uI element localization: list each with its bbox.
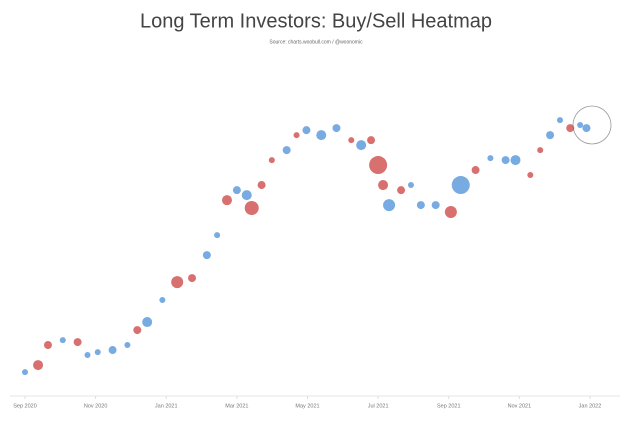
x-tick-label: Sep 2021 <box>437 403 461 409</box>
x-tick-label: Mar 2021 <box>225 403 248 409</box>
bubble <box>302 126 311 135</box>
bubble <box>214 232 221 239</box>
bubble <box>369 156 388 175</box>
x-tick-label: Jul 2021 <box>368 403 389 409</box>
bubble <box>33 360 44 371</box>
bubble <box>268 157 275 164</box>
bubble <box>133 326 142 335</box>
bubble <box>221 195 232 206</box>
bubble <box>356 140 367 151</box>
bubble <box>566 124 575 133</box>
bubble <box>59 337 66 344</box>
bubble <box>397 186 406 195</box>
bubble <box>537 147 544 154</box>
x-tick-label: Sep 2020 <box>13 403 37 409</box>
bubble <box>43 341 52 350</box>
bubble <box>471 166 480 175</box>
bubble <box>332 124 341 133</box>
x-tick-label: Jan 2021 <box>155 403 178 409</box>
bubble <box>94 349 101 356</box>
bubble <box>159 297 166 304</box>
bubble <box>22 369 28 376</box>
bubble <box>556 117 563 124</box>
bubble <box>416 201 425 210</box>
bubble <box>348 137 355 144</box>
bubble <box>444 206 457 219</box>
bubble <box>202 251 211 260</box>
bubble <box>142 317 153 328</box>
bubble <box>451 176 470 195</box>
bubble <box>282 146 291 155</box>
bubble <box>527 172 534 179</box>
bubble <box>577 122 584 129</box>
bubble <box>124 342 131 349</box>
bubble <box>84 352 91 359</box>
chart-subtitle: Source: charts.woobull.com / @woonomic <box>269 39 363 45</box>
bubble <box>73 338 82 347</box>
bubble <box>431 201 440 210</box>
bubble <box>188 274 197 283</box>
bubble <box>293 132 300 139</box>
highlight-circle <box>572 105 612 145</box>
x-tick-label: Nov 2021 <box>508 403 532 409</box>
bubble <box>257 181 266 190</box>
bubble <box>501 156 510 165</box>
x-tick-label: Nov 2020 <box>84 403 108 409</box>
bubble <box>367 136 376 145</box>
chart-title: Long Term Investors: Buy/Sell Heatmap <box>140 10 492 32</box>
bubble <box>241 190 252 201</box>
bubble <box>232 186 241 195</box>
bubble <box>108 346 117 355</box>
bubble <box>510 155 521 166</box>
bubble <box>487 155 494 162</box>
x-tick-label: Jan 2022 <box>579 403 602 409</box>
bubble <box>171 276 184 289</box>
bubble <box>383 199 396 212</box>
x-tick-label: May 2021 <box>295 403 319 409</box>
bubble <box>378 180 389 191</box>
bubble <box>244 201 259 216</box>
bubble <box>316 130 327 141</box>
bubble <box>582 124 591 133</box>
bubble <box>407 182 414 189</box>
bubble <box>546 131 555 140</box>
